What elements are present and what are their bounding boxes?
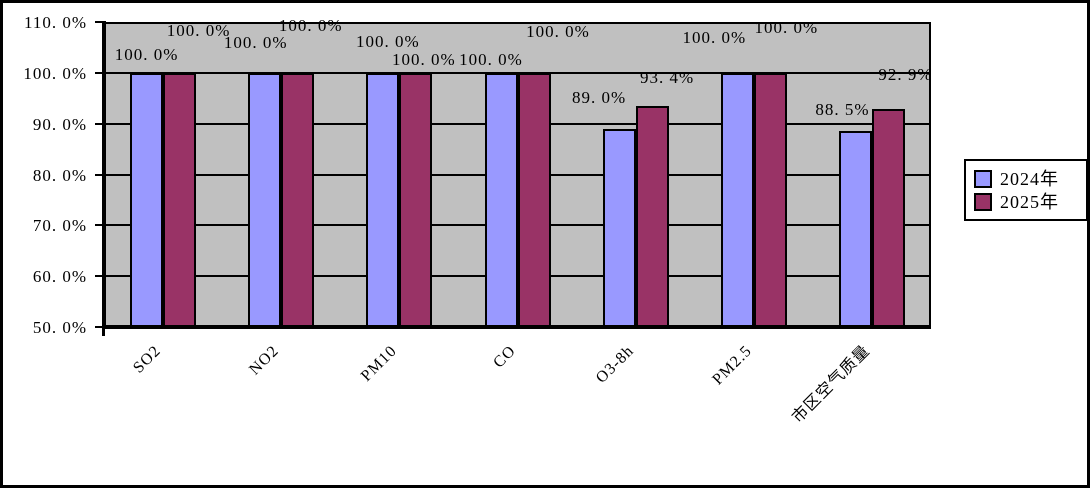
y-tick-label-60: 60. 0% [32,267,87,287]
legend-swatch-2024 [974,169,992,188]
data-label-2024年-市区空气质量: 88. 5% [815,100,870,120]
category-label-pm10: PM10 [358,342,401,385]
category-label-so2: SO2 [130,342,165,377]
data-label-2025年-pm2-5: 100. 0% [754,17,819,37]
y-tick-80 [95,173,106,176]
y-tick-90 [95,122,106,125]
data-label-2025年-no2: 100. 0% [278,15,343,35]
category-label-pm2-5: PM2.5 [709,342,756,389]
legend-item-2025[interactable]: 2025年 [974,191,1078,212]
y-tick-60 [95,275,106,278]
data-label-2025年-pm10: 100. 0% [392,49,456,69]
legend-label-2024: 2024年 [1000,168,1059,189]
data-label-2024年-so2: 100. 0% [114,44,179,64]
y-tick-label-80: 80. 0% [32,165,87,185]
legend[interactable]: 2024年 2025年 [964,159,1087,221]
category-label-co: CO [489,342,519,372]
data-label-2025年-市区空气质量: 92. 9% [878,64,933,84]
bar-2025年-no2[interactable] [281,72,315,327]
bar-2024年-pm2-5[interactable] [720,72,754,327]
data-label-2025年-co: 100. 0% [526,21,590,41]
bar-2025年-o3-8h[interactable] [635,106,669,327]
data-label-2025年-so2: 100. 0% [166,20,231,40]
data-label-2024年-no2: 100. 0% [223,32,288,52]
data-label-2024年-co: 100. 0% [459,49,523,69]
y-tick-100 [95,71,106,74]
legend-label-2025: 2025年 [1000,191,1059,212]
bar-2024年-co[interactable] [484,72,518,327]
legend-item-2024[interactable]: 2024年 [974,168,1078,189]
y-tick-50 [95,326,106,328]
y-tick-110 [95,21,106,23]
category-label-o3-8h: O3-8h [592,342,637,387]
data-label-2024年-pm10: 100. 0% [356,31,420,51]
bar-2024年-o3-8h[interactable] [602,128,636,327]
bar-2024年-市区空气质量[interactable] [838,131,872,327]
y-tick-label-110: 110. 0% [23,13,87,32]
category-label-市区空气质量: 市区空气质量 [789,342,874,427]
bar-2025年-pm2-5[interactable] [753,72,787,327]
x-axis-line [102,326,931,329]
y-axis-line [102,22,105,336]
data-label-2025年-o3-8h: 93. 4% [640,68,695,88]
bar-2025年-so2[interactable] [163,72,197,327]
bar-2024年-pm10[interactable] [366,72,400,327]
bar-2024年-so2[interactable] [130,72,164,327]
data-label-2024年-o3-8h: 89. 0% [572,87,627,107]
data-label-2024年-pm2-5: 100. 0% [682,27,747,47]
category-label-no2: NO2 [246,342,283,379]
bar-2025年-pm10[interactable] [399,72,433,327]
y-tick-label-100: 100. 0% [23,63,87,83]
y-tick-label-90: 90. 0% [32,114,87,134]
bar-2024年-no2[interactable] [248,72,282,327]
bar-2025年-市区空气质量[interactable] [871,108,905,327]
legend-swatch-2025 [974,192,992,211]
bar-2025年-co[interactable] [517,72,551,327]
y-tick-label-70: 70. 0% [32,216,87,236]
y-tick-label-50: 50. 0% [32,318,87,337]
y-tick-70 [95,224,106,227]
